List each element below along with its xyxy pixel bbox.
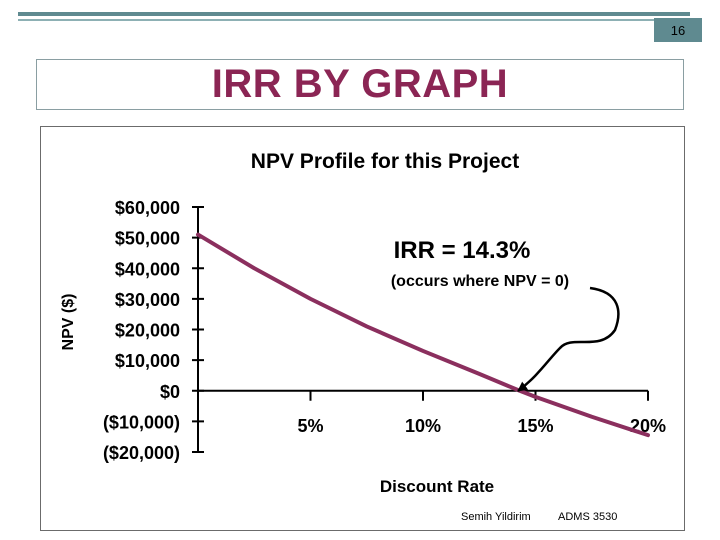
y-tick-label: $20,000 — [115, 321, 180, 341]
slide-title: IRR BY GRAPH — [211, 62, 509, 106]
footer-course: ADMS 3530 — [558, 511, 618, 523]
npv-series-line — [196, 232, 650, 438]
y-tick-label: $30,000 — [115, 290, 180, 310]
chart-series — [196, 232, 650, 438]
footer-author: Semih Yildirim — [461, 511, 531, 523]
chart-frame — [40, 126, 685, 531]
chart-axes: $60,000 $50,000 $40,000 $30,000 $20,000 $10,0… — [103, 198, 666, 463]
irr-annotation-note: (occurs where NPV = 0) — [391, 273, 569, 290]
x-axis-label: Discount Rate — [380, 477, 494, 496]
y-tick-label: $10,000 — [115, 351, 180, 371]
x-tick-label: 10% — [405, 416, 441, 436]
y-axis-label: NPV ($) — [60, 294, 77, 351]
irr-annotation: IRR = 14.3% — [394, 237, 531, 264]
x-tick-label: 15% — [517, 416, 553, 436]
y-tick-label: $60,000 — [115, 198, 180, 218]
y-tick-label: ($10,000) — [103, 412, 180, 432]
header-rule — [18, 12, 690, 16]
y-tick-label: $40,000 — [115, 259, 180, 279]
irr-pointer-arrow — [517, 286, 620, 392]
slide-title-box: IRR BY GRAPH — [36, 59, 684, 110]
y-tick-label: $0 — [160, 382, 180, 402]
header-rule-thin — [18, 19, 690, 21]
page-number-badge: 16 — [654, 18, 702, 42]
chart-title: NPV Profile for this Project — [251, 150, 519, 173]
x-tick-label: 5% — [297, 416, 323, 436]
y-tick-label: $50,000 — [115, 229, 180, 249]
y-tick-label: ($20,000) — [103, 443, 180, 463]
